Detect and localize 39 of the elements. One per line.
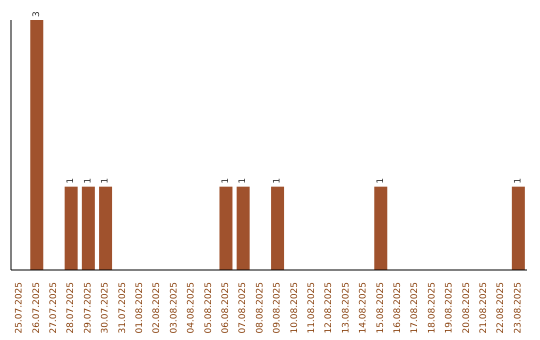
data-label: 1 xyxy=(272,178,283,184)
x-tick-label: 03.08.2025 xyxy=(169,282,180,334)
x-tick-label: 11.08.2025 xyxy=(307,282,317,334)
data-label: 1 xyxy=(66,178,76,184)
x-tick-label: 31.07.2025 xyxy=(118,282,128,334)
x-tick-label: 15.08.2025 xyxy=(376,282,386,334)
x-tick-label: 04.08.2025 xyxy=(186,282,197,334)
data-label: 1 xyxy=(513,178,524,184)
data-label: 1 xyxy=(100,178,111,184)
data-label: 3 xyxy=(32,11,42,17)
x-tick-label: 13.08.2025 xyxy=(341,282,352,334)
x-tick-label: 23.08.2025 xyxy=(513,282,524,334)
data-label: 1 xyxy=(220,178,231,184)
x-tick-label: 30.07.2025 xyxy=(100,282,111,334)
x-tick-label: 16.08.2025 xyxy=(393,282,403,334)
x-tick-label: 20.08.2025 xyxy=(462,282,472,334)
x-tick-label: 06.08.2025 xyxy=(221,282,231,334)
x-tick-label: 02.08.2025 xyxy=(152,282,162,334)
x-tick-label: 09.08.2025 xyxy=(272,282,283,334)
x-tick-label: 18.08.2025 xyxy=(427,282,438,334)
x-tick-label: 17.08.2025 xyxy=(410,282,420,334)
x-tick-label: 25.07.2025 xyxy=(14,282,25,334)
x-tick-label: 12.08.2025 xyxy=(324,282,334,334)
x-tick-label: 22.08.2025 xyxy=(496,282,506,334)
x-tick-label: 28.07.2025 xyxy=(66,282,76,334)
x-tick-label: 29.07.2025 xyxy=(83,282,94,334)
data-label: 1 xyxy=(83,178,94,184)
x-tick-label: 10.08.2025 xyxy=(290,282,300,334)
x-tick-label: 21.08.2025 xyxy=(479,282,489,334)
x-tick-label: 14.08.2025 xyxy=(358,282,369,334)
data-label: 1 xyxy=(238,178,248,184)
x-tick-label: 26.07.2025 xyxy=(32,282,42,334)
x-tick-label: 07.08.2025 xyxy=(238,282,248,334)
data-label: 1 xyxy=(376,178,386,184)
x-tick-label: 08.08.2025 xyxy=(255,282,266,334)
x-tick-label: 01.08.2025 xyxy=(135,282,145,334)
x-tick-label: 19.08.2025 xyxy=(444,282,455,334)
x-tick-label: 05.08.2025 xyxy=(204,282,214,334)
x-tick-label: 27.07.2025 xyxy=(49,282,59,334)
